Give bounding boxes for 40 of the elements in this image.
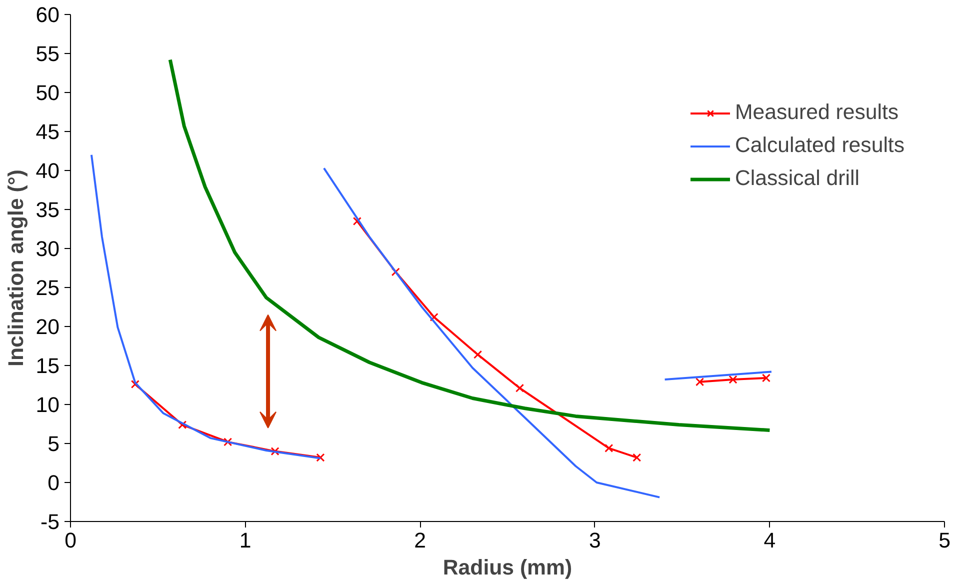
point bbox=[515, 384, 524, 392]
y-tick-label: 10 bbox=[36, 393, 60, 417]
point bbox=[391, 268, 400, 276]
point bbox=[632, 453, 642, 462]
x-axis-title: Radius (mm) bbox=[442, 556, 572, 580]
point bbox=[430, 312, 438, 322]
point bbox=[224, 438, 232, 446]
legend-label: Measured results bbox=[735, 100, 899, 125]
point bbox=[474, 350, 482, 359]
y-tick-label: 20 bbox=[36, 315, 60, 339]
x-tick-label: 0 bbox=[64, 528, 77, 552]
y-tick-label: -5 bbox=[40, 510, 60, 534]
y-tick-label: 50 bbox=[36, 81, 60, 105]
point bbox=[728, 375, 738, 384]
y-tick-label: 15 bbox=[36, 354, 60, 378]
y-tick-label: 5 bbox=[48, 432, 60, 456]
x-tick-label: 5 bbox=[938, 528, 950, 552]
legend-label: Classical drill bbox=[735, 166, 860, 191]
y-tick-label: 55 bbox=[36, 42, 60, 66]
x-tick-label: 2 bbox=[414, 528, 426, 552]
y-tick-label: 45 bbox=[36, 120, 60, 144]
point bbox=[604, 444, 614, 452]
x-tick-label: 4 bbox=[764, 528, 776, 552]
point bbox=[316, 453, 325, 462]
x-tick-label: 1 bbox=[239, 528, 252, 552]
y-tick-label: 35 bbox=[36, 198, 60, 222]
y-tick-label: 40 bbox=[36, 159, 60, 183]
y-tick-label: 25 bbox=[36, 276, 60, 300]
y-axis-title: Inclination angle (°) bbox=[4, 170, 28, 366]
point bbox=[130, 380, 140, 389]
legend-label: Calculated results bbox=[735, 133, 905, 158]
y-tick-label: 30 bbox=[36, 237, 60, 261]
point bbox=[695, 378, 704, 386]
y-tick-label: 60 bbox=[36, 3, 60, 27]
point bbox=[270, 447, 280, 456]
point bbox=[178, 420, 187, 430]
point bbox=[352, 216, 362, 226]
point bbox=[762, 374, 770, 382]
y-tick-label: 0 bbox=[48, 471, 60, 495]
x-tick-label: 3 bbox=[588, 528, 601, 552]
